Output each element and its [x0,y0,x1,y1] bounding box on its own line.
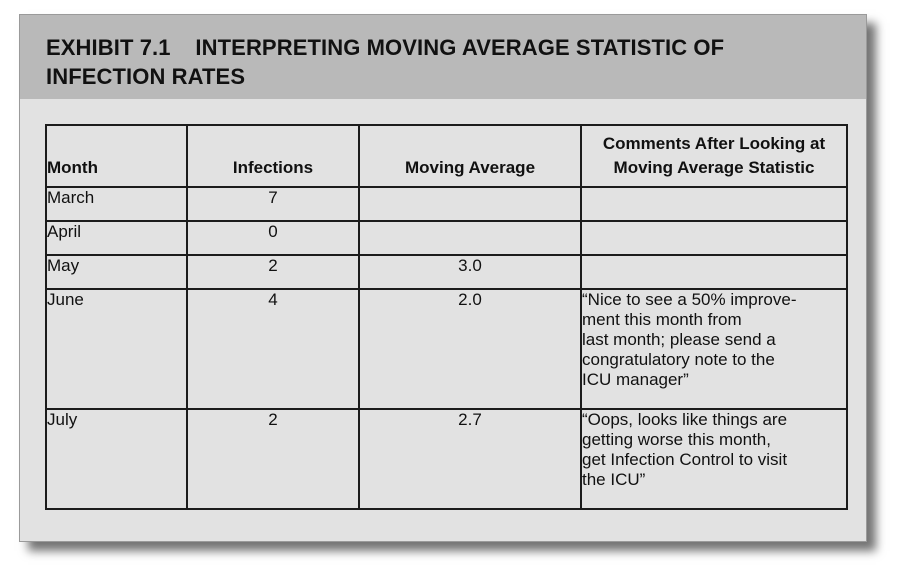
cell-moving-average: 2.0 [358,288,582,410]
header-month: Month [45,124,188,188]
cell-month: March [45,186,188,222]
exhibit-title: EXHIBIT 7.1 INTERPRETING MOVING AVERAGE … [46,33,724,91]
cell-month: April [45,220,188,256]
header-comments: Comments After Looking at Moving Average … [580,124,848,188]
header-infections: Infections [186,124,360,188]
infection-rates-table: Month Infections Moving Average Comments… [45,124,848,510]
cell-comment [580,220,848,256]
cell-infections: 2 [186,254,360,290]
exhibit-title-line1: EXHIBIT 7.1 INTERPRETING MOVING AVERAGE … [46,35,725,60]
cell-moving-average: 3.0 [358,254,582,290]
comment-line: congratulatory note to the [582,350,775,369]
cell-month: May [45,254,188,290]
cell-month: July [45,408,188,510]
table-row: July 2 2.7 “Oops, looks like things are … [45,408,848,510]
cell-moving-average: 2.7 [358,408,582,510]
table-row: March 7 [45,186,848,222]
comment-line: getting worse this month, [582,430,771,449]
cell-comment: “Oops, looks like things are getting wor… [580,408,848,510]
table-header-row: Month Infections Moving Average Comments… [45,124,848,188]
cell-comment: “Nice to see a 50% improve- ment this mo… [580,288,848,410]
exhibit-header: EXHIBIT 7.1 INTERPRETING MOVING AVERAGE … [20,15,866,99]
comment-line: “Nice to see a 50% improve- [582,290,797,309]
exhibit-card: EXHIBIT 7.1 INTERPRETING MOVING AVERAGE … [19,14,867,542]
comment-line: ment this month from [582,310,742,329]
comment-line: the ICU” [582,470,646,489]
cell-month: June [45,288,188,410]
header-comments-line1: Comments After Looking at [602,134,826,153]
cell-infections: 2 [186,408,360,510]
cell-comment [580,186,848,222]
cell-moving-average [358,186,582,222]
header-moving-average: Moving Average [358,124,582,188]
table-row: May 2 3.0 [45,254,848,290]
exhibit-title-line2: INFECTION RATES [46,64,246,89]
table-row: April 0 [45,220,848,256]
header-comments-line2: Moving Average Statistic [613,158,815,177]
comment-line: get Infection Control to visit [582,450,788,469]
comment-line: ICU manager” [582,370,689,389]
cell-infections: 0 [186,220,360,256]
comment-line: “Oops, looks like things are [582,410,788,429]
cell-infections: 7 [186,186,360,222]
table-row: June 4 2.0 “Nice to see a 50% improve- m… [45,288,848,410]
cell-comment [580,254,848,290]
cell-infections: 4 [186,288,360,410]
comment-line: last month; please send a [582,330,776,349]
cell-moving-average [358,220,582,256]
